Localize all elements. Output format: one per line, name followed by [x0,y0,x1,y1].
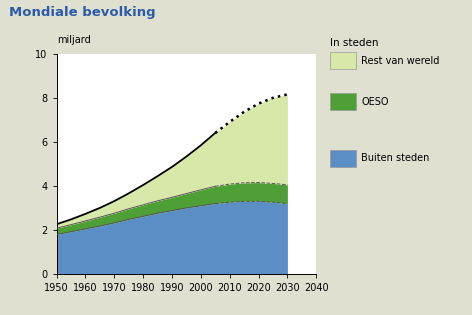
Text: In steden: In steden [330,38,379,48]
Text: OESO: OESO [361,97,388,106]
Text: Buiten steden: Buiten steden [361,153,430,163]
Text: Rest van wereld: Rest van wereld [361,56,439,66]
Text: miljard: miljard [57,35,91,45]
Text: Mondiale bevolking: Mondiale bevolking [9,6,156,19]
